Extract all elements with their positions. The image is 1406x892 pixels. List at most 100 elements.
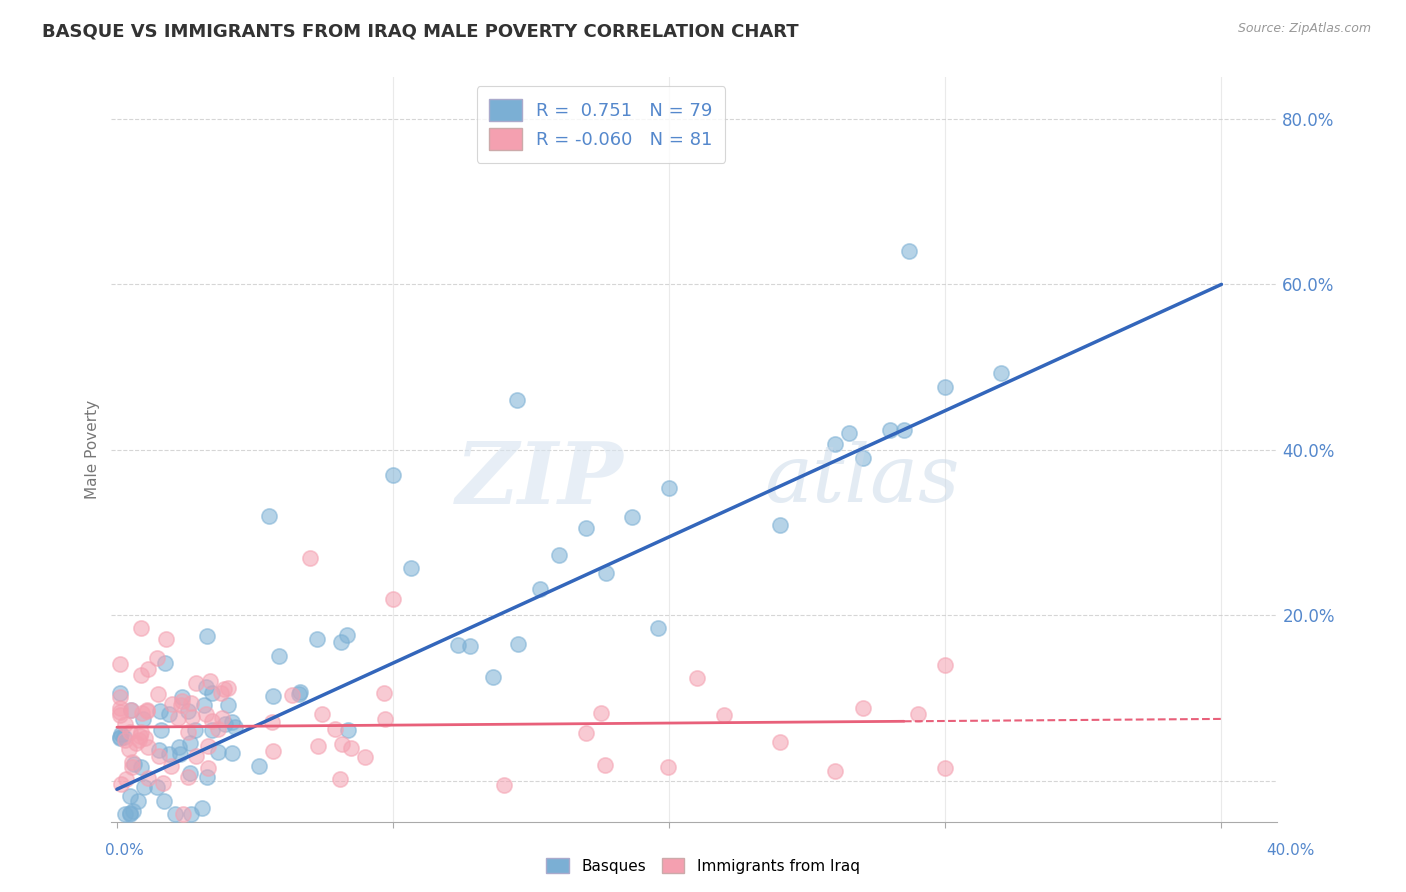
- Point: [191, 801, 214, 815]
- Point: [214, 717, 236, 731]
- Point: [197, 739, 219, 753]
- Point: [201, 686, 224, 700]
- Point: [136, 703, 159, 717]
- Point: [838, 426, 860, 441]
- Point: [934, 761, 956, 775]
- Point: [122, 756, 145, 771]
- Point: [121, 755, 143, 769]
- Point: [163, 807, 186, 822]
- Point: [299, 550, 322, 565]
- Point: [330, 635, 353, 649]
- Point: [169, 747, 191, 761]
- Point: [589, 706, 612, 720]
- Point: [194, 707, 217, 722]
- Point: [686, 671, 709, 685]
- Point: [179, 736, 201, 750]
- Point: [529, 582, 551, 597]
- Point: [257, 509, 280, 524]
- Point: [262, 744, 284, 758]
- Point: [575, 521, 598, 535]
- Point: [658, 481, 681, 495]
- Point: [110, 777, 132, 791]
- Point: [221, 715, 243, 730]
- Point: [336, 723, 359, 738]
- Point: [162, 697, 184, 711]
- Point: [934, 658, 956, 673]
- Point: [134, 731, 156, 745]
- Point: [108, 690, 131, 705]
- Point: [769, 735, 792, 749]
- Point: [118, 806, 141, 821]
- Point: [108, 708, 131, 723]
- Point: [157, 707, 180, 722]
- Point: [224, 720, 246, 734]
- Point: [118, 742, 141, 756]
- Point: [260, 714, 283, 729]
- Y-axis label: Male Poverty: Male Poverty: [86, 401, 100, 500]
- Point: [129, 725, 152, 739]
- Point: [108, 701, 131, 715]
- Legend: R =  0.751   N = 79, R = -0.060   N = 81: R = 0.751 N = 79, R = -0.060 N = 81: [477, 87, 725, 163]
- Point: [153, 657, 176, 671]
- Point: [121, 760, 143, 774]
- Text: 0.0%: 0.0%: [105, 843, 145, 858]
- Point: [307, 632, 329, 647]
- Point: [181, 710, 204, 724]
- Point: [170, 690, 193, 704]
- Text: 40.0%: 40.0%: [1267, 843, 1315, 858]
- Point: [657, 760, 679, 774]
- Point: [287, 687, 309, 701]
- Point: [148, 749, 170, 764]
- Point: [115, 772, 138, 786]
- Point: [180, 696, 202, 710]
- Point: [934, 380, 956, 394]
- Point: [547, 549, 569, 563]
- Point: [769, 517, 792, 532]
- Point: [170, 698, 193, 713]
- Legend: Basques, Immigrants from Iraq: Basques, Immigrants from Iraq: [540, 852, 866, 880]
- Text: BASQUE VS IMMIGRANTS FROM IRAQ MALE POVERTY CORRELATION CHART: BASQUE VS IMMIGRANTS FROM IRAQ MALE POVE…: [42, 22, 799, 40]
- Point: [212, 682, 235, 697]
- Point: [621, 509, 644, 524]
- Point: [506, 393, 529, 408]
- Point: [179, 766, 201, 780]
- Point: [155, 632, 177, 647]
- Point: [120, 703, 142, 717]
- Point: [120, 789, 142, 804]
- Point: [209, 686, 232, 700]
- Point: [136, 771, 159, 785]
- Point: [166, 711, 188, 725]
- Point: [382, 467, 405, 482]
- Point: [184, 723, 207, 738]
- Point: [108, 685, 131, 699]
- Point: [595, 566, 617, 581]
- Point: [121, 805, 143, 819]
- Point: [194, 680, 217, 694]
- Point: [217, 681, 239, 695]
- Point: [149, 723, 172, 737]
- Point: [114, 807, 136, 822]
- Point: [200, 673, 222, 688]
- Point: [281, 688, 304, 702]
- Point: [506, 637, 529, 651]
- Point: [492, 779, 515, 793]
- Point: [898, 244, 921, 259]
- Point: [159, 759, 181, 773]
- Point: [108, 730, 131, 744]
- Point: [481, 670, 503, 684]
- Point: [114, 732, 136, 747]
- Point: [824, 764, 846, 778]
- Text: Source: ZipAtlas.com: Source: ZipAtlas.com: [1237, 22, 1371, 36]
- Point: [138, 739, 160, 754]
- Point: [373, 685, 395, 699]
- Point: [131, 759, 153, 773]
- Point: [340, 740, 363, 755]
- Point: [195, 629, 218, 643]
- Point: [114, 717, 136, 731]
- Point: [118, 725, 141, 739]
- Point: [595, 758, 617, 772]
- Point: [893, 423, 915, 437]
- Point: [447, 638, 470, 652]
- Point: [184, 748, 207, 763]
- Point: [177, 724, 200, 739]
